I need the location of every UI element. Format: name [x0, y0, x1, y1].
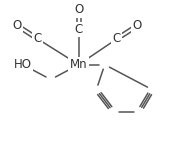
Text: O: O	[133, 19, 142, 32]
Text: HO: HO	[14, 58, 32, 71]
Text: O: O	[74, 3, 83, 17]
Text: C: C	[74, 23, 83, 36]
Text: C: C	[113, 32, 121, 45]
Text: C: C	[34, 32, 42, 45]
Text: Mn: Mn	[70, 58, 88, 71]
Text: O: O	[13, 19, 22, 32]
